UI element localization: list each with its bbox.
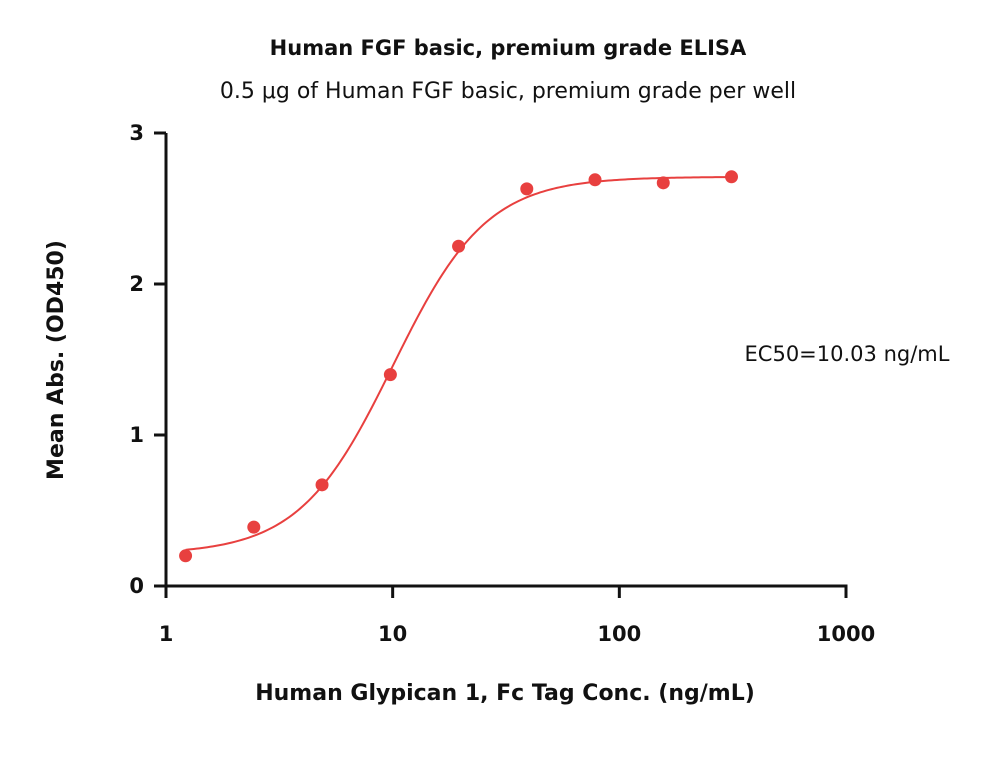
- x-tick-label: 100: [597, 622, 641, 646]
- x-tick-label: 1: [159, 622, 174, 646]
- data-point: [383, 368, 397, 382]
- data-point: [656, 176, 670, 190]
- data-point: [724, 170, 738, 184]
- chart-subtitle: 0.5 μg of Human FGF basic, premium grade…: [220, 79, 796, 104]
- data-point: [179, 549, 193, 563]
- y-tick-label: 3: [129, 121, 144, 145]
- data-point: [247, 520, 261, 534]
- data-point: [452, 239, 466, 253]
- x-axis-label: Human Glypican 1, Fc Tag Conc. (ng/mL): [255, 681, 755, 706]
- x-tick-label: 1000: [817, 622, 875, 646]
- y-tick-label: 2: [129, 272, 144, 296]
- y-axis-label: Mean Abs. (OD450): [44, 240, 69, 480]
- fit-curve: [185, 176, 732, 551]
- data-point: [520, 182, 534, 196]
- data-point: [315, 478, 329, 492]
- y-tick-label: 0: [129, 574, 144, 598]
- ec50-annotation: EC50=10.03 ng/mL: [745, 342, 950, 366]
- data-point: [588, 173, 602, 187]
- axes: [164, 133, 848, 588]
- chart-title: Human FGF basic, premium grade ELISA: [270, 36, 747, 60]
- y-tick-label: 1: [129, 423, 144, 447]
- fit-curve-layer: [185, 176, 732, 551]
- data-points: [179, 170, 738, 563]
- x-tick-label: 10: [378, 622, 407, 646]
